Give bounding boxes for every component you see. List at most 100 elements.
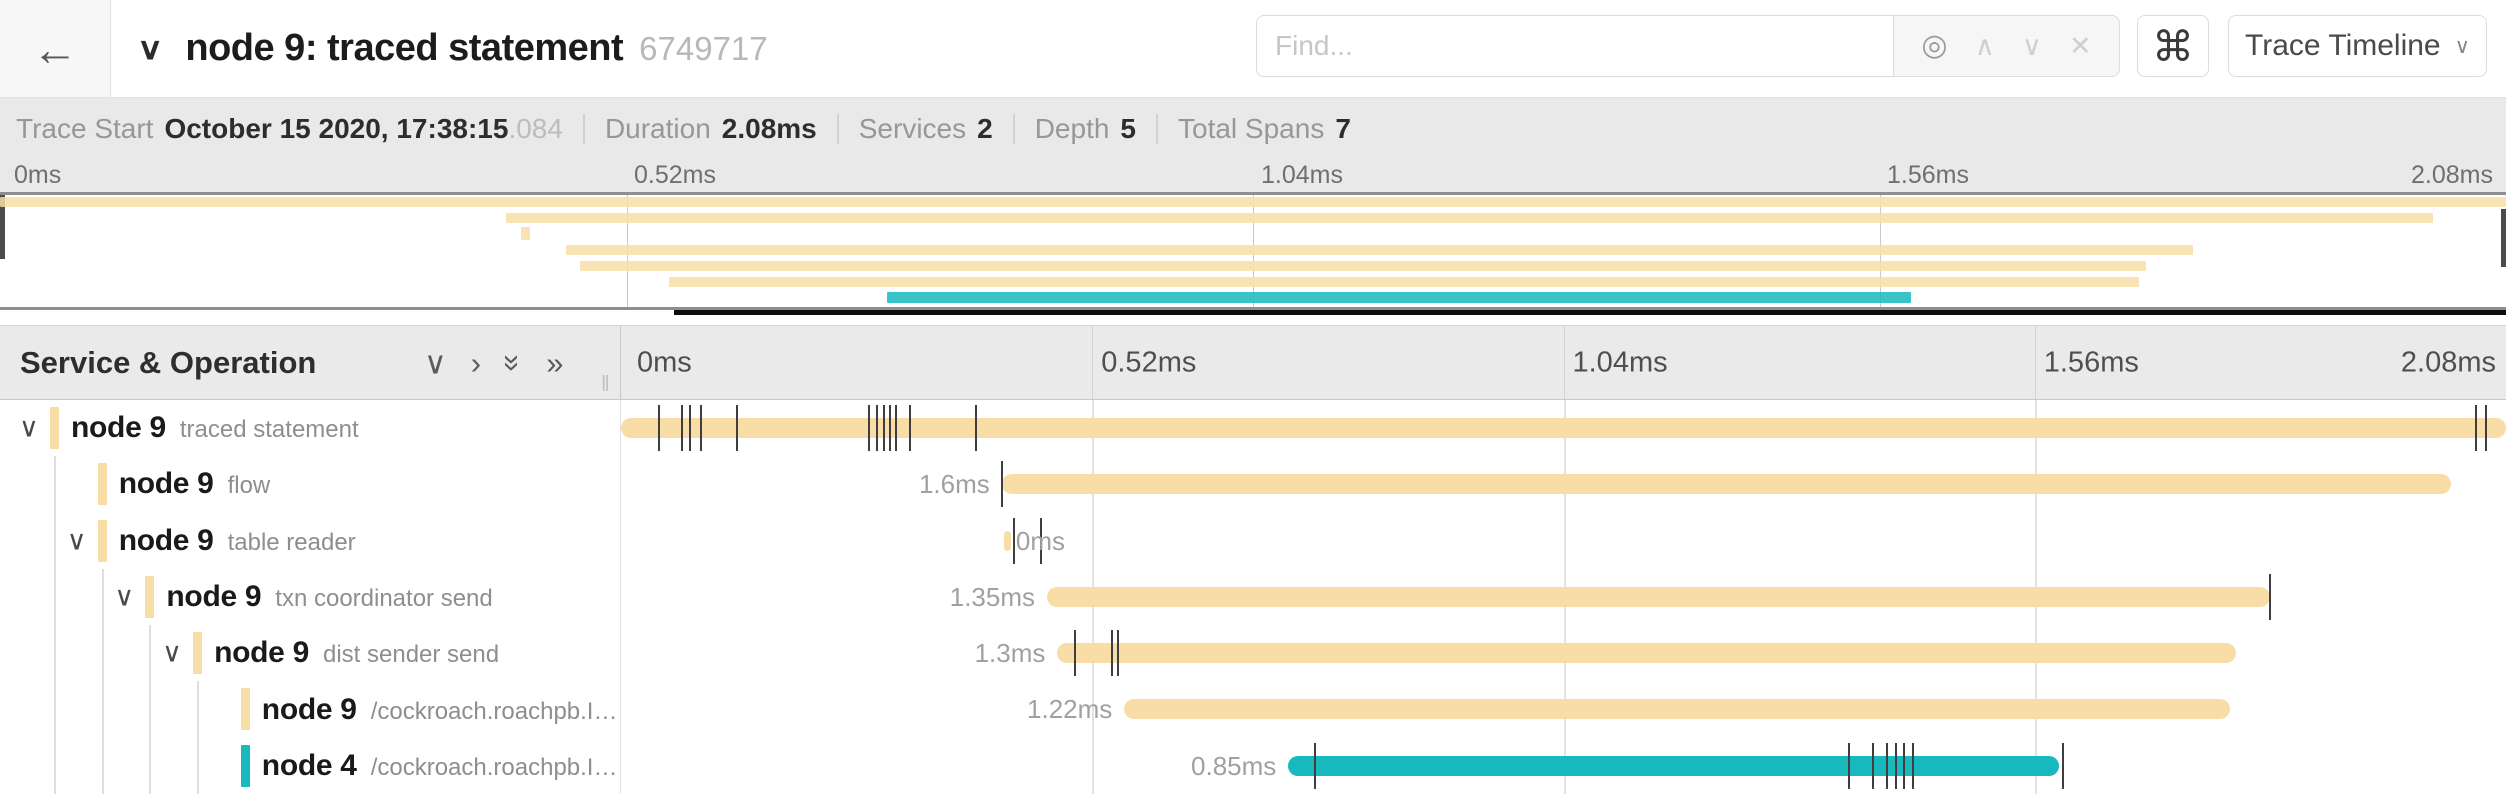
trace-title-group: ∨ node 9: traced statement 6749717 [137, 0, 768, 97]
span-log-tick [700, 405, 703, 451]
expander-chevron-icon[interactable]: ∨ [19, 412, 39, 443]
span-tree-cell[interactable]: node 4/cockroach.roachpb.I… [0, 737, 620, 794]
span-tree-cell[interactable]: ∨ node 9 dist sender send [0, 625, 620, 682]
span-row[interactable]: ∨ node 9 txn coordinator send 1.35ms [0, 568, 2506, 626]
axis-tick-label: 1.56ms [1887, 161, 1969, 189]
collapse-trace-icon[interactable]: ∨ [137, 30, 164, 66]
stat-value: 7 [1335, 113, 1351, 144]
span-tree-cell[interactable]: ∨ node 9 txn coordinator send [0, 568, 620, 626]
tree-guide-line [101, 737, 104, 794]
span-bar[interactable] [1288, 755, 2059, 776]
span-row[interactable]: node 4/cockroach.roachpb.I… 0.85ms [0, 737, 2506, 794]
tree-guide-line [54, 512, 56, 569]
ruler-tick-label: 0ms [637, 346, 692, 378]
expander-chevron-icon[interactable]: ∨ [66, 525, 87, 556]
span-log-tick [1912, 742, 1915, 789]
page-title: node 9: traced statement [185, 27, 624, 69]
span-row[interactable]: ∨ node 9 table reader 0ms [0, 512, 2506, 569]
expand-one-icon[interactable]: › [470, 345, 482, 380]
span-log-tick [658, 405, 661, 451]
axis-tick-label: 1.04ms [1261, 161, 1343, 189]
span-log-tick [1013, 517, 1016, 564]
stat-label: Services [858, 113, 967, 144]
collapse-all-icon[interactable]: » [496, 353, 532, 372]
find-toolbar: ◎ ∧ ∨ ✕ [1893, 15, 2120, 77]
span-log-tick [1040, 517, 1043, 564]
view-select-button[interactable]: Trace Timeline ∨ [2228, 15, 2487, 77]
column-resizer-grip[interactable]: ‖ [600, 371, 610, 396]
span-log-tick [1847, 742, 1850, 789]
panel-divider[interactable] [620, 400, 621, 794]
span-log-tick [894, 405, 897, 451]
minimap-right-scrubber[interactable] [2501, 209, 2506, 267]
span-row[interactable]: ∨ node 9 dist sender send 1.3ms [0, 625, 2506, 682]
span-tree-cell[interactable]: node 9/cockroach.roachpb.I… [0, 681, 620, 738]
span-log-tick [1074, 630, 1077, 677]
service-name: node 9 [166, 579, 262, 613]
top-bar: ← ∨ node 9: traced statement 6749717 ◎ ∧… [0, 0, 2506, 97]
span-bar[interactable] [1057, 643, 2236, 664]
service-name: node 4 [261, 748, 357, 782]
stat-value: 5 [1120, 113, 1136, 144]
operation-name: flow [227, 472, 271, 500]
service-name: node 9 [118, 523, 214, 557]
stat-total-spans: Total Spans 7 [1178, 113, 1351, 145]
tree-guide-line [101, 625, 104, 682]
next-match-icon[interactable]: ∨ [2021, 30, 2042, 61]
back-button[interactable]: ← [0, 0, 111, 97]
command-icon: ⌘ [2152, 22, 2194, 70]
tree-guide-line [54, 456, 56, 513]
span-bar[interactable] [621, 418, 2506, 438]
span-timeline-cell: 1.3ms [621, 625, 2506, 681]
span-rows: ∨ node 9 traced statement node 9 flow 1.6ms ∨ n… [0, 400, 2506, 794]
span-log-tick [908, 405, 911, 451]
span-log-tick [1110, 630, 1113, 677]
span-minimap[interactable] [0, 192, 2506, 310]
minimap-span-bar [506, 213, 2434, 223]
span-row[interactable]: ∨ node 9 traced statement [0, 400, 2506, 456]
minimap-span-bar [669, 277, 2139, 287]
chevron-down-icon: ∨ [2454, 34, 2470, 58]
span-log-tick [1871, 742, 1874, 789]
tree-guide-line [149, 681, 152, 738]
span-bar[interactable] [1004, 530, 1012, 551]
span-row[interactable]: node 9 flow 1.6ms [0, 456, 2506, 513]
span-tree-cell[interactable]: ∨ node 9 traced statement [0, 400, 620, 456]
ruler-tick-label: 1.56ms [2043, 346, 2139, 378]
span-timeline-cell: 1.22ms [621, 681, 2506, 737]
stat-services: Services 2 [859, 113, 993, 145]
ruler-gridline [1092, 326, 1094, 399]
span-log-tick [1116, 630, 1119, 677]
stat-value: 2.08ms [721, 113, 817, 144]
minimap-span-bar [521, 227, 530, 240]
expander-chevron-icon[interactable]: ∨ [114, 581, 135, 612]
prev-match-icon[interactable]: ∧ [1974, 30, 1995, 61]
span-log-tick [888, 405, 891, 451]
minimap-left-scrubber[interactable] [0, 195, 5, 259]
span-name-label: node 4/cockroach.roachpb.I… [262, 749, 618, 783]
tree-guide-line [101, 568, 104, 626]
span-log-tick [1886, 742, 1889, 789]
stat-value: October 15 2020, 17:38:15 [164, 113, 509, 144]
span-bar[interactable] [1124, 699, 2230, 720]
expand-all-icon[interactable]: » [546, 345, 564, 380]
service-color-bar [97, 519, 107, 562]
find-input[interactable] [1256, 15, 1893, 77]
clear-search-icon[interactable]: ✕ [2069, 30, 2092, 61]
span-row[interactable]: node 9/cockroach.roachpb.I… 1.22ms [0, 681, 2506, 738]
span-log-tick [681, 405, 684, 451]
operation-name: /cockroach.roachpb.I… [370, 697, 618, 725]
service-name: node 9 [261, 692, 357, 726]
keyboard-shortcuts-button[interactable]: ⌘ [2137, 15, 2209, 77]
locate-icon[interactable]: ◎ [1921, 29, 1948, 62]
trace-id: 6749717 [639, 29, 768, 67]
minimap-axis: 0ms 0.52ms 1.04ms 1.56ms 2.08ms [0, 160, 2506, 192]
span-bar[interactable] [1047, 586, 2271, 607]
timeline-header: Service & Operation ∨ › » » ‖ 0ms 0.52ms… [0, 325, 2506, 400]
span-tree-cell[interactable]: node 9 flow [0, 456, 620, 513]
collapse-one-icon[interactable]: ∨ [424, 345, 447, 380]
span-tree-cell[interactable]: ∨ node 9 table reader [0, 512, 620, 569]
expander-chevron-icon[interactable]: ∨ [162, 637, 182, 668]
span-bar[interactable] [1001, 474, 2452, 495]
